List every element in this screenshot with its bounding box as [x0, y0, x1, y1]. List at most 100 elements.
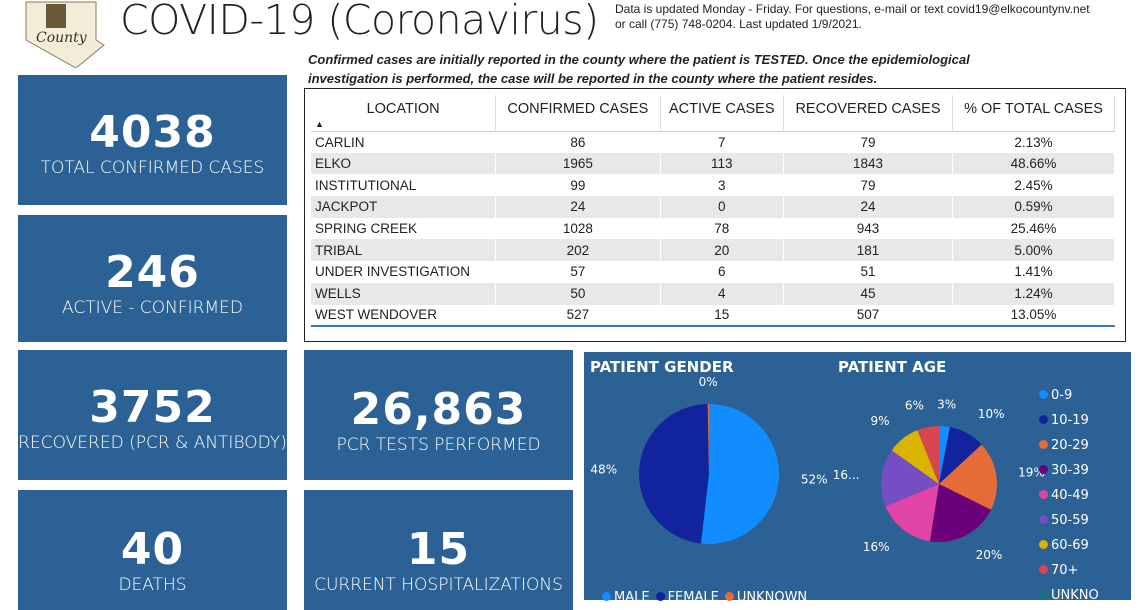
column-header[interactable]: ACTIVE CASES: [660, 95, 784, 132]
table-cell: 25.46%: [952, 217, 1115, 240]
pcr-tests-card: 26,863 PCR TESTS PERFORMED: [304, 350, 573, 480]
table-row[interactable]: INSTITUTIONAL 99 3 79 2.45%: [311, 174, 1115, 197]
table-cell: 79: [783, 174, 954, 197]
legend-dot: [1039, 515, 1048, 524]
table-row[interactable]: JACKPOT 24 0 24 0.59%: [311, 196, 1115, 218]
legend-item[interactable]: 60-69: [1039, 538, 1089, 553]
pie-slice-60-69[interactable]: [891, 430, 939, 484]
table-cell: 0.59%: [952, 196, 1115, 218]
column-header[interactable]: % OF TOTAL CASES: [952, 95, 1115, 132]
info-line: or call (775) 748-0204. Last updated 1/9…: [615, 17, 862, 31]
table-cell: INSTITUTIONAL: [311, 174, 497, 197]
pie-slice-0-9[interactable]: [939, 426, 950, 484]
deaths-card: 40 DEATHS: [18, 490, 287, 610]
total-confirmed-card: 4038 TOTAL CONFIRMED CASES: [18, 75, 287, 205]
legend-dot: [724, 592, 734, 601]
legend-dot: [1039, 390, 1048, 399]
column-header[interactable]: RECOVERED CASES: [783, 95, 954, 132]
kpi-label: CURRENT HOSPITALIZATIONS: [314, 575, 563, 595]
kpi-value: 15: [406, 524, 471, 575]
charts-panel: PATIENT GENDER PATIENT AGE 52% 48% 0% 3% 10%…: [584, 352, 1131, 605]
data-label: 20%: [976, 548, 1003, 562]
legend-dot: [1039, 590, 1048, 599]
pie-slice-male[interactable]: [700, 404, 780, 544]
column-header[interactable]: ▲ LOCATION: [311, 95, 497, 132]
legend-dot: [1039, 565, 1048, 574]
table-cell: 78: [660, 217, 784, 240]
active-confirmed-card: 246 ACTIVE - CONFIRMED: [18, 215, 287, 342]
legend-dot: [1039, 415, 1048, 424]
column-header[interactable]: CONFIRMED CASES: [495, 95, 661, 132]
data-label: 10%: [978, 407, 1005, 421]
legend-item[interactable]: 30-39: [1039, 463, 1089, 478]
pie-slice-40-49[interactable]: [885, 484, 939, 542]
gender-chart-title: PATIENT GENDER: [590, 358, 734, 376]
kpi-value: 26,863: [350, 384, 527, 435]
table-row[interactable]: TRIBAL 202 20 181 5.00%: [311, 239, 1115, 262]
legend-item[interactable]: UNKNOWN: [724, 590, 808, 605]
legend-dot: [1039, 490, 1048, 499]
legend-item[interactable]: 40-49: [1039, 488, 1089, 503]
legend-label: 30-39: [1051, 463, 1089, 478]
kpi-value: 4038: [89, 107, 216, 158]
legend-dot: [655, 592, 665, 601]
pie-slice-20-29[interactable]: [939, 444, 997, 510]
table-row[interactable]: CARLIN 86 7 79 2.13%: [311, 131, 1115, 153]
legend-item[interactable]: 0-9: [1039, 388, 1072, 403]
legend-item[interactable]: 50-59: [1039, 513, 1089, 528]
table-cell: WEST WENDOVER: [311, 304, 497, 328]
update-info: Data is updated Monday - Friday. For que…: [615, 2, 1135, 32]
column-header-label: LOCATION: [366, 101, 440, 117]
kpi-label: DEATHS: [118, 575, 187, 595]
pie-slice-10-19[interactable]: [939, 427, 982, 484]
pie-slice-50-59[interactable]: [881, 450, 939, 507]
data-label: 6%: [905, 398, 924, 412]
legend-label: 10-19: [1051, 413, 1089, 428]
table-cell: 943: [783, 217, 954, 240]
kpi-label: ACTIVE - CONFIRMED: [62, 298, 243, 318]
kpi-label: PCR TESTS PERFORMED: [336, 435, 541, 455]
table-cell: 79: [783, 131, 954, 153]
table-cell: 1965: [495, 152, 661, 175]
data-label: 0%: [699, 375, 718, 389]
table-row[interactable]: SPRING CREEK 1028 78 943 25.46%: [311, 217, 1115, 240]
legend-item[interactable]: FEMALE: [655, 590, 719, 605]
table-cell: 24: [495, 196, 661, 218]
legend-item[interactable]: 20-29: [1039, 438, 1089, 453]
table-row[interactable]: UNDER INVESTIGATION 57 6 51 1.41%: [311, 261, 1115, 283]
table-cell: 13.05%: [952, 304, 1115, 328]
kpi-value: 3752: [89, 382, 216, 433]
elko-county-logo: County: [25, 1, 105, 68]
legend-label: UNKNOWN: [736, 590, 808, 605]
table-cell: 527: [495, 304, 661, 328]
table-cell: 181: [783, 239, 954, 262]
recovered-card: 3752 RECOVERED (PCR & ANTIBODY): [18, 350, 287, 480]
legend-dot: [1039, 440, 1048, 449]
table-cell: 50: [495, 282, 661, 305]
note-line: Confirmed cases are initially reported i…: [308, 52, 970, 67]
legend-label: UNKNO: [1051, 588, 1099, 603]
pie-slice-unknown[interactable]: [707, 404, 709, 474]
legend-item[interactable]: 10-19: [1039, 413, 1089, 428]
svg-text:County: County: [36, 30, 88, 46]
legend-label: 60-69: [1051, 538, 1089, 553]
legend-dot: [1039, 540, 1048, 549]
data-label: 48%: [590, 463, 617, 477]
legend-item[interactable]: 70+: [1039, 563, 1078, 578]
table-cell: 202: [495, 239, 661, 262]
pie-slice-30-39[interactable]: [929, 484, 991, 542]
table-cell: UNDER INVESTIGATION: [311, 261, 497, 283]
table-row[interactable]: ELKO 1965 113 1843 48.66%: [311, 152, 1115, 175]
legend-item[interactable]: UNKNO: [1039, 588, 1099, 603]
legend-item[interactable]: MALE: [602, 590, 650, 605]
pie-slice-70+[interactable]: [917, 426, 939, 484]
table-row[interactable]: WEST WENDOVER 527 15 507 13.05%: [311, 304, 1115, 328]
info-line: Data is updated Monday - Friday. For que…: [615, 2, 1090, 16]
age-chart-title: PATIENT AGE: [838, 358, 947, 376]
table-row[interactable]: WELLS 50 4 45 1.24%: [311, 282, 1115, 305]
pie-slice-female[interactable]: [639, 404, 709, 544]
table-cell: CARLIN: [311, 131, 497, 153]
legend-label: FEMALE: [667, 590, 719, 605]
table-cell: 15: [660, 304, 784, 328]
sort-ascending-icon[interactable]: ▲: [315, 118, 324, 129]
